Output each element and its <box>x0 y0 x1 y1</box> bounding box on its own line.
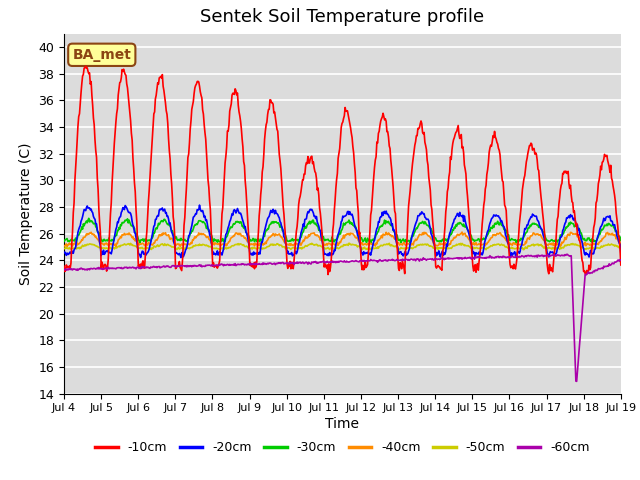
Y-axis label: Soil Temperature (C): Soil Temperature (C) <box>19 143 33 285</box>
X-axis label: Time: Time <box>325 418 360 432</box>
Legend: -10cm, -20cm, -30cm, -40cm, -50cm, -60cm: -10cm, -20cm, -30cm, -40cm, -50cm, -60cm <box>90 436 595 459</box>
Text: BA_met: BA_met <box>72 48 131 62</box>
Title: Sentek Soil Temperature profile: Sentek Soil Temperature profile <box>200 9 484 26</box>
